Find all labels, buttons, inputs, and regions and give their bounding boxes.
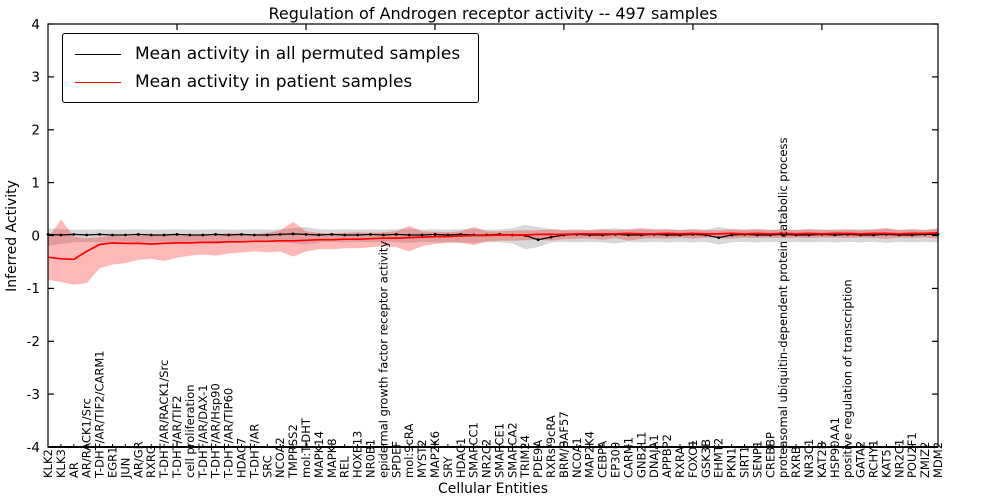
svg-text:EHMT2: EHMT2 xyxy=(712,438,726,478)
svg-text:HDAC1: HDAC1 xyxy=(454,438,468,478)
svg-text:mol:T-DHT: mol:T-DHT xyxy=(299,417,313,478)
svg-text:DNAJA1: DNAJA1 xyxy=(647,434,661,478)
svg-text:T-DHT/AR/DAX-1: T-DHT/AR/DAX-1 xyxy=(196,384,210,479)
svg-text:cell proliferation: cell proliferation xyxy=(183,384,197,478)
svg-text:GATA2: GATA2 xyxy=(854,441,868,478)
svg-text:T-DHT/AR/TIF2/CARM1: T-DHT/AR/TIF2/CARM1 xyxy=(93,350,107,479)
svg-text:RCHY1: RCHY1 xyxy=(867,440,881,478)
svg-text:REL: REL xyxy=(338,456,352,478)
svg-text:POU2F1: POU2F1 xyxy=(905,432,919,478)
svg-text:PKN1: PKN1 xyxy=(725,448,739,478)
svg-text:MAP2K6: MAP2K6 xyxy=(428,431,442,478)
svg-text:T-DHT/AR: T-DHT/AR xyxy=(247,424,261,479)
legend-label-patient: Mean activity in patient samples xyxy=(135,72,413,92)
svg-text:mol:9cRA: mol:9cRA xyxy=(402,424,416,478)
svg-text:NR2C2: NR2C2 xyxy=(480,439,494,478)
svg-text:SMARCA2: SMARCA2 xyxy=(505,422,519,478)
svg-text:RXRB: RXRB xyxy=(789,446,803,478)
svg-text:MDM2: MDM2 xyxy=(931,442,945,478)
legend-line-permuted-icon xyxy=(75,53,121,55)
svg-text:SIRT1: SIRT1 xyxy=(738,446,752,478)
svg-text:-1: -1 xyxy=(27,281,40,297)
svg-text:CEBPA: CEBPA xyxy=(596,441,610,478)
svg-text:KAT5: KAT5 xyxy=(879,449,893,478)
svg-text:SMARCE1: SMARCE1 xyxy=(492,423,506,478)
svg-text:CREBBP: CREBBP xyxy=(763,432,777,478)
svg-text:SPDEF: SPDEF xyxy=(389,441,403,478)
svg-text:3: 3 xyxy=(31,70,40,86)
svg-text:MAPK14: MAPK14 xyxy=(312,431,326,478)
svg-text:TMPRSS2: TMPRSS2 xyxy=(286,424,300,479)
svg-text:KAT2B: KAT2B xyxy=(815,441,829,478)
svg-text:NCOA2: NCOA2 xyxy=(273,437,287,478)
svg-text:T-DHT/AR/TIF2: T-DHT/AR/TIF2 xyxy=(170,395,184,479)
svg-text:MAP2K4: MAP2K4 xyxy=(583,431,597,478)
svg-text:T-DHT/AR/TIP60: T-DHT/AR/TIP60 xyxy=(222,388,236,479)
svg-text:0: 0 xyxy=(31,228,40,244)
chart-title: Regulation of Androgen receptor activity… xyxy=(268,4,718,23)
svg-text:JUN: JUN xyxy=(118,458,132,479)
svg-text:GSK3B: GSK3B xyxy=(699,439,713,478)
svg-text:KLK2: KLK2 xyxy=(41,449,55,478)
svg-text:HSP90AA1: HSP90AA1 xyxy=(828,417,842,478)
x-axis-label: Cellular Entities xyxy=(437,481,549,497)
svg-text:GNB2L1: GNB2L1 xyxy=(634,432,648,478)
svg-text:SRY: SRY xyxy=(441,455,455,478)
svg-text:RXRA: RXRA xyxy=(673,447,687,478)
svg-text:PDE9A: PDE9A xyxy=(531,440,545,478)
svg-text:1: 1 xyxy=(31,175,40,191)
svg-text:NCOA1: NCOA1 xyxy=(570,437,584,478)
svg-text:CARM1: CARM1 xyxy=(621,437,635,478)
svg-text:-3: -3 xyxy=(27,387,40,403)
svg-text:4: 4 xyxy=(31,17,40,33)
svg-text:FOXO1: FOXO1 xyxy=(686,440,700,478)
legend-label-permuted: Mean activity in all permuted samples xyxy=(135,44,461,64)
svg-text:AR/RACK1/Src: AR/RACK1/Src xyxy=(80,398,94,478)
svg-text:ZMIZ2: ZMIZ2 xyxy=(918,442,932,478)
svg-text:APPBP2: APPBP2 xyxy=(660,434,674,478)
svg-text:MYST2: MYST2 xyxy=(415,439,429,478)
legend: Mean activity in all permuted samples Me… xyxy=(62,33,480,103)
svg-text:RXRG: RXRG xyxy=(144,445,158,478)
svg-text:T-DHT/AR/RACK1/Src: T-DHT/AR/RACK1/Src xyxy=(157,360,171,479)
svg-text:AR/GR: AR/GR xyxy=(131,441,145,478)
svg-text:SMARCC1: SMARCC1 xyxy=(467,422,481,478)
svg-text:epidermal growth factor recept: epidermal growth factor receptor activit… xyxy=(376,241,390,478)
svg-text:SRC: SRC xyxy=(260,455,274,478)
svg-text:-4: -4 xyxy=(27,440,40,456)
legend-line-patient-icon xyxy=(75,81,121,83)
y-axis-label: Inferred Activity xyxy=(4,180,20,292)
legend-entry-patient: Mean activity in patient samples xyxy=(75,68,460,96)
svg-text:T-DHT/AR/Hsp90: T-DHT/AR/Hsp90 xyxy=(209,383,223,479)
svg-text:EP300: EP300 xyxy=(609,442,623,478)
svg-text:positive regulation of transcr: positive regulation of transcription xyxy=(841,279,855,478)
svg-text:EGR1: EGR1 xyxy=(106,447,120,479)
svg-text:HDAC7: HDAC7 xyxy=(235,438,249,478)
legend-entry-permuted: Mean activity in all permuted samples xyxy=(75,40,460,68)
svg-text:RXRs/9cRA: RXRs/9cRA xyxy=(544,415,558,478)
svg-text:KLK3: KLK3 xyxy=(54,449,68,478)
svg-text:proteasomal ubiquitin-dependen: proteasomal ubiquitin-dependent protein … xyxy=(776,137,790,478)
svg-text:AR: AR xyxy=(67,462,81,478)
svg-text:HOXB13: HOXB13 xyxy=(351,431,365,478)
svg-text:NR0B1: NR0B1 xyxy=(364,439,378,478)
svg-text:BRM/BAF57: BRM/BAF57 xyxy=(557,411,571,478)
svg-text:MAPK8: MAPK8 xyxy=(325,438,339,478)
svg-text:2: 2 xyxy=(31,123,40,139)
svg-text:NR3C1: NR3C1 xyxy=(802,439,816,478)
svg-text:SENP1: SENP1 xyxy=(750,441,764,478)
svg-text:TRIM24: TRIM24 xyxy=(518,435,532,479)
svg-text:NR2C1: NR2C1 xyxy=(892,439,906,478)
svg-text:-2: -2 xyxy=(27,334,40,350)
